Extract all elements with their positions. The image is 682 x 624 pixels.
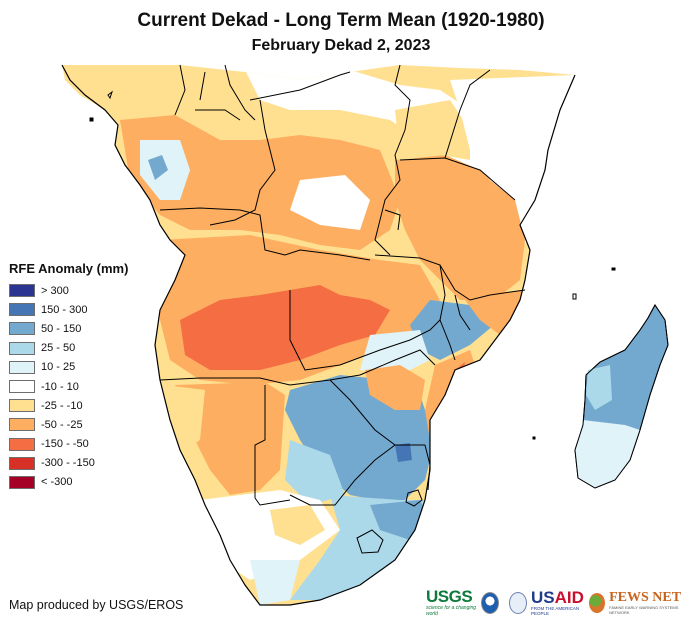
legend-label: 50 - 150 bbox=[41, 322, 82, 335]
legend-swatch bbox=[9, 303, 35, 317]
noaa-logo-icon bbox=[480, 591, 499, 614]
legend-item: -150 - -50 bbox=[9, 435, 128, 454]
region-south-africa-south-white bbox=[250, 560, 300, 605]
fews-globe-icon bbox=[589, 592, 606, 613]
region-zimbabwe-orange bbox=[365, 365, 425, 410]
legend-label: -50 - -25 bbox=[41, 418, 83, 431]
region-uganda-light bbox=[395, 100, 470, 160]
legend-item: -50 - -25 bbox=[9, 415, 128, 434]
legend-item: 150 - 300 bbox=[9, 300, 128, 319]
legend-swatch bbox=[9, 360, 35, 374]
credit-text: Map produced by USGS/EROS bbox=[9, 598, 184, 612]
legend-label: 25 - 50 bbox=[41, 342, 76, 355]
region-south-africa-yellow bbox=[270, 505, 325, 545]
legend-item: -300 - -150 bbox=[9, 454, 128, 473]
usaid-prefix: US bbox=[530, 588, 555, 607]
legend-title: RFE Anomaly (mm) bbox=[9, 261, 129, 276]
legend-label: -10 - 10 bbox=[41, 380, 79, 393]
legend-item: 50 - 150 bbox=[9, 319, 128, 338]
legend-item: -25 - -10 bbox=[9, 396, 128, 415]
legend-swatch bbox=[9, 380, 35, 394]
region-angola-zambia-band bbox=[180, 285, 390, 370]
legend-swatch bbox=[9, 322, 35, 336]
legend-label: < -300 bbox=[41, 476, 73, 489]
legend-label: -25 - -10 bbox=[41, 399, 83, 412]
fews-net-logo: FEWS NET FAMINE EARLY WARNING SYSTEMS NE… bbox=[609, 589, 682, 615]
map-subtitle: February Dekad 2, 2023 bbox=[251, 37, 431, 54]
eswatini-border bbox=[405, 489, 423, 507]
legend-swatch bbox=[9, 437, 35, 451]
legend-swatch bbox=[9, 475, 35, 489]
usaid-logo: USAID FROM THE AMERICAN PEOPLE bbox=[531, 589, 585, 616]
madagascar-south bbox=[575, 420, 640, 488]
region-zambia-east-light bbox=[360, 330, 430, 375]
legend: RFE Anomaly (mm) > 300 150 - 300 50 - 150 2… bbox=[9, 261, 128, 492]
fews-net-tagline: FAMINE EARLY WARNING SYSTEMS NETWORK bbox=[609, 604, 679, 615]
legend-swatch bbox=[9, 456, 35, 470]
legend-swatch bbox=[9, 418, 35, 432]
legend-label: -300 - -150 bbox=[41, 457, 95, 470]
legend-label: > 300 bbox=[41, 284, 69, 297]
legend-label: -150 - -50 bbox=[41, 438, 89, 451]
legend-swatch bbox=[9, 399, 35, 413]
madagascar-west bbox=[586, 365, 612, 410]
region-tanzania bbox=[395, 155, 525, 300]
region-zimbabwe-dark bbox=[395, 443, 412, 462]
usgs-logo: USGS science for a changing world bbox=[426, 588, 477, 617]
country-borders bbox=[159, 64, 526, 506]
region-namibia-west bbox=[165, 385, 205, 450]
legend-swatch bbox=[9, 341, 35, 355]
legend-label: 150 - 300 bbox=[41, 303, 88, 316]
legend-label: 10 - 25 bbox=[41, 361, 76, 374]
usaid-suffix: AID bbox=[554, 588, 584, 607]
usgs-logo-text: USGS bbox=[426, 587, 473, 606]
coastline bbox=[61, 64, 576, 606]
legend-item: 25 - 50 bbox=[9, 339, 128, 358]
region-gabon-blue bbox=[148, 155, 168, 180]
legend-item: -10 - 10 bbox=[9, 377, 128, 396]
lesotho-border bbox=[356, 529, 384, 554]
region-congo-white bbox=[290, 175, 370, 230]
usgs-tagline: science for a changing world bbox=[426, 605, 477, 617]
usaid-tagline: FROM THE AMERICAN PEOPLE bbox=[530, 606, 580, 616]
legend-item: < -300 bbox=[9, 473, 128, 492]
fews-net-text: FEWS NET bbox=[609, 589, 682, 605]
islands bbox=[89, 90, 616, 440]
madagascar-outline bbox=[574, 304, 669, 489]
region-east-africa-kenya-somalia bbox=[450, 75, 575, 200]
legend-swatch bbox=[9, 284, 35, 298]
map-title: Current Dekad - Long Term Mean (1920-198… bbox=[137, 10, 545, 31]
partner-logos: USGS science for a changing world USAID … bbox=[426, 588, 682, 617]
legend-item: > 300 bbox=[9, 281, 128, 300]
usaid-seal-icon bbox=[508, 591, 527, 614]
legend-item: 10 - 25 bbox=[9, 358, 128, 377]
region-botswana-light bbox=[285, 440, 345, 505]
